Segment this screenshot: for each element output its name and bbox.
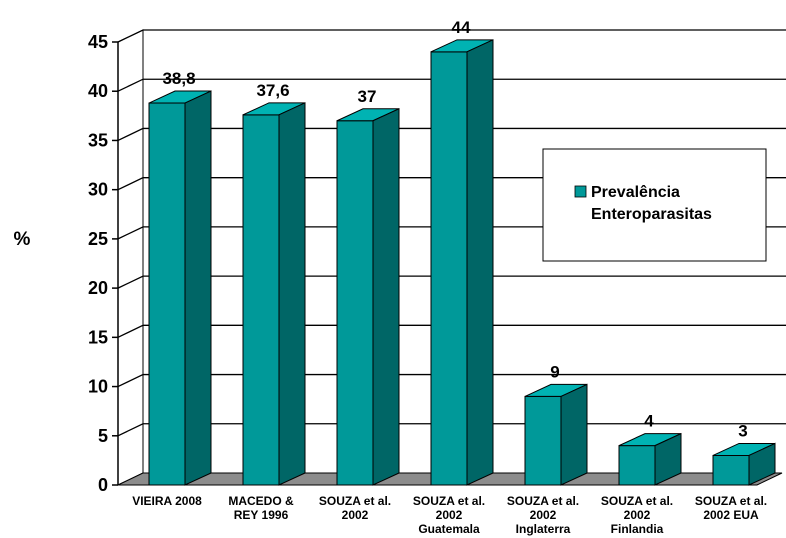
x-axis-labels: VIEIRA 2008 MACEDO & REY 1996 SOUZA et al. 2… [132,494,767,536]
y-tick-label: 35 [88,130,108,150]
bar-side [184,90,212,486]
legend: Prevalência Enteroparasitas [542,148,767,262]
data-label: 4 [644,412,654,431]
bar-side [654,432,682,486]
gridline [117,324,786,338]
y-axis-label: % [14,229,31,250]
bar [336,107,400,486]
bar-side [278,102,306,486]
bar-side [748,442,776,486]
gridline [117,373,786,388]
data-labels: 38,8 37,6 37 44 9 4 3 [162,18,747,441]
data-label: 9 [550,362,559,381]
bar-front [242,114,280,486]
y-tick-label: 15 [88,327,108,347]
legend-label-line2: Enteroparasitas [591,206,712,223]
x-tick-label: SOUZA et al. 2002 [319,494,391,522]
y-tick-label: 5 [98,426,108,446]
bar-front [430,51,468,486]
data-label: 37,6 [256,81,289,100]
x-tick-label: SOUZA et al. 2002 Guatemala [413,494,485,536]
data-label: 37 [358,87,377,106]
gridline [117,78,786,92]
bar-side [372,107,400,486]
legend-box [542,148,767,262]
bar-front [524,395,562,486]
gridline [117,275,786,289]
chart-walls [117,29,144,486]
bar [242,102,306,486]
gridline [117,29,786,43]
y-tick-label: 40 [88,81,108,101]
data-label: 3 [738,421,747,440]
x-tick-label: VIEIRA 2008 [132,494,202,508]
x-tick-label: SOUZA et al. 2002 Inglaterra [507,494,579,536]
bar-side [466,39,494,486]
bar [618,432,682,486]
bars [148,39,776,486]
bar [148,90,212,486]
bar-front [618,445,656,486]
bar-side [560,383,588,486]
data-label: 44 [452,18,471,37]
x-tick-label: SOUZA et al. 2002 Finlandia [601,494,673,536]
bar-front [336,120,374,486]
left-wall [117,29,144,486]
bar [712,442,776,486]
bar [524,383,588,486]
y-tick-label: 30 [88,180,108,200]
gridline [117,127,786,142]
legend-label-line1: Prevalência [591,184,680,201]
data-label: 38,8 [162,69,195,88]
y-tick-label: 0 [98,475,108,495]
legend-swatch [574,185,587,198]
y-tick-label: 25 [88,229,108,249]
bar-front [148,102,186,486]
y-tick-label: 10 [88,377,108,397]
y-tick-label: 45 [88,32,108,52]
y-axis: 0 5 10 15 20 25 30 35 40 45 [88,32,119,495]
x-tick-label: MACEDO & REY 1996 [228,494,294,522]
gridlines [117,29,786,437]
y-tick-label: 20 [88,278,108,298]
x-tick-label: SOUZA et al. 2002 EUA [695,494,767,522]
bar-front [712,454,750,486]
bar [430,39,494,486]
